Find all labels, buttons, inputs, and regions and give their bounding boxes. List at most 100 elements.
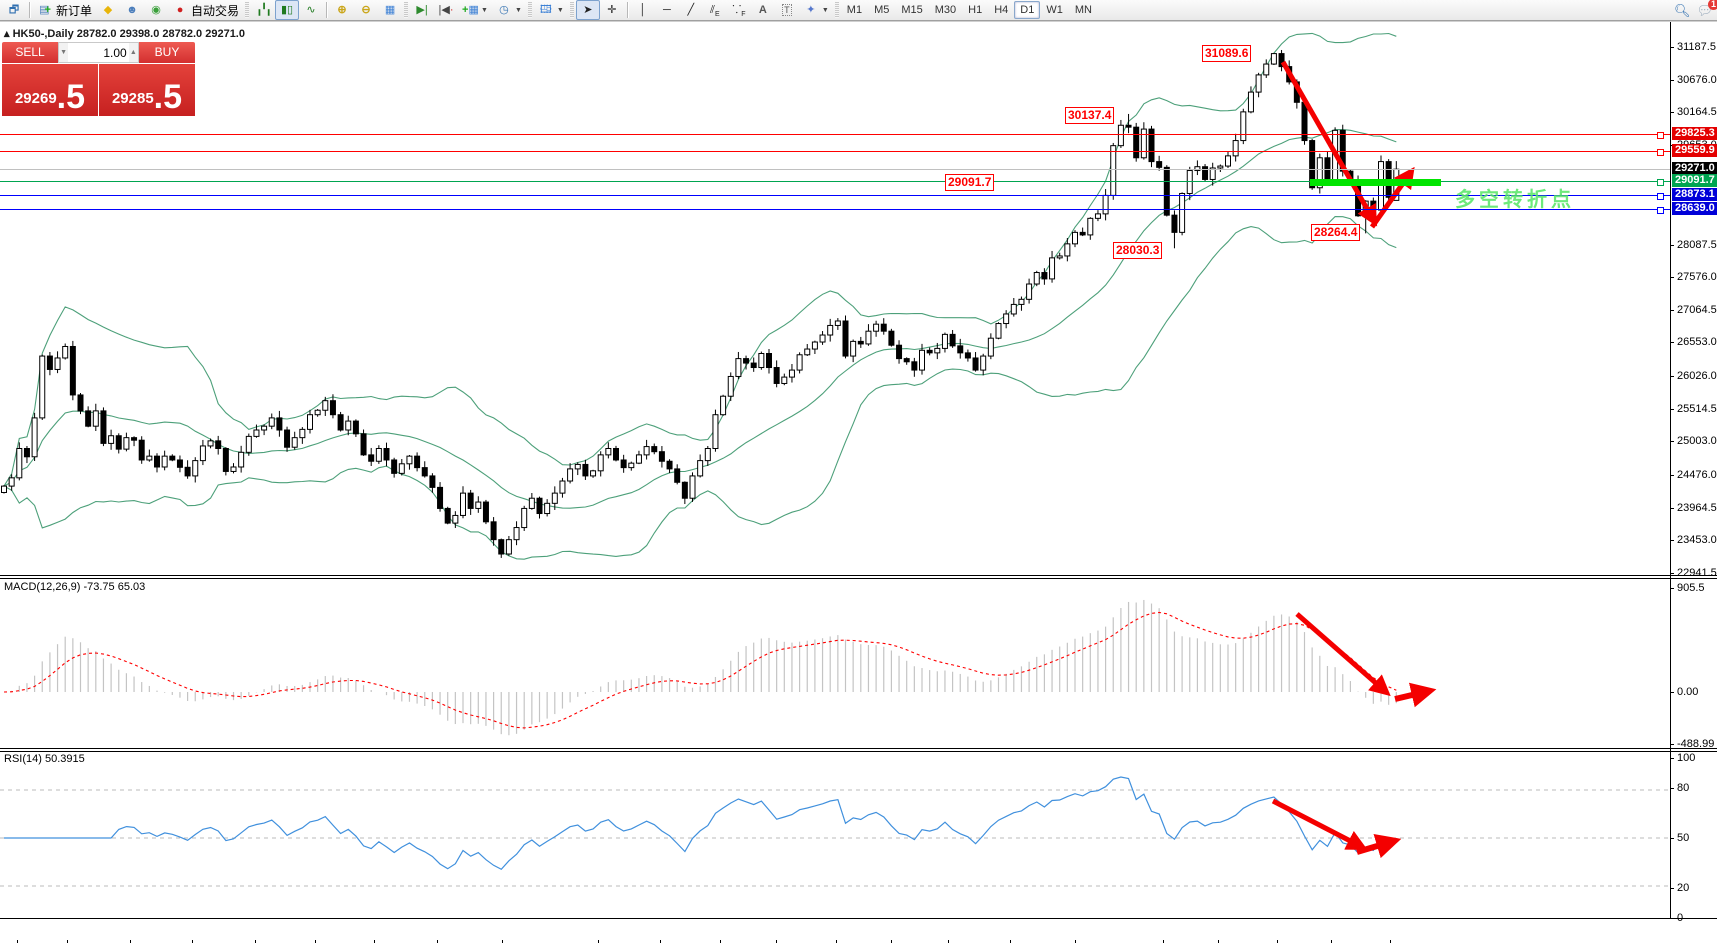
timeframe-h1-button[interactable]: H1: [968, 4, 983, 16]
bull-candle: [758, 353, 765, 369]
level-line-28873.1[interactable]: [0, 192, 1670, 200]
indicator-tick: [1670, 588, 1674, 589]
timeframe-w1-button[interactable]: W1: [1046, 4, 1063, 16]
bull-candle: [39, 355, 46, 419]
chart-shift-button[interactable]: |◀·: [434, 0, 458, 20]
auto-scroll-button[interactable]: ▶|: [410, 0, 434, 20]
toolbar-separator: [626, 2, 628, 18]
cn-annotation-text[interactable]: 多空转折点: [1455, 189, 1575, 211]
line-chart-button[interactable]: ∿: [299, 0, 323, 20]
search-icon[interactable]: 🔍︎: [1673, 2, 1691, 18]
level-line-29825.3[interactable]: [0, 131, 1670, 139]
bull-candle: [1049, 257, 1056, 280]
volume-input[interactable]: [68, 43, 129, 62]
bull-candle: [811, 341, 818, 350]
arrows-dropdown[interactable]: ✦ ▼: [799, 0, 833, 20]
price-annotation-28264.4[interactable]: 28264.4: [1311, 224, 1361, 241]
horizontal-line-button[interactable]: ─: [655, 0, 679, 20]
price-annotation-28030.3[interactable]: 28030.3: [1113, 242, 1163, 259]
chat-icon[interactable]: 💬︎ 1: [1696, 0, 1717, 19]
zoom-in-button[interactable]: ⊕: [330, 0, 354, 20]
indicators-dropdown[interactable]: +▦ ▼: [458, 0, 492, 20]
bull-candle: [268, 417, 275, 427]
bear-candle: [880, 323, 887, 332]
trendline-button[interactable]: ╱: [679, 0, 703, 20]
bull-candle: [314, 409, 321, 416]
bear-candle: [903, 358, 910, 363]
level-line-28639[interactable]: [0, 207, 1670, 215]
signals-button[interactable]: ◉: [144, 0, 168, 20]
red-arrow[interactable]: [1280, 60, 1378, 227]
bull-candle: [712, 414, 719, 449]
candlesticks: [1, 49, 1400, 558]
trend-arrows[interactable]: [1271, 60, 1437, 859]
price-chart-canvas[interactable]: [0, 22, 1717, 943]
text-label-button[interactable]: T: [775, 0, 799, 20]
periods-dropdown[interactable]: ◷ ▼: [492, 0, 526, 20]
line-handle[interactable]: [1657, 178, 1664, 186]
timeframe-mn-button[interactable]: MN: [1074, 4, 1092, 16]
buy-button[interactable]: BUY: [139, 42, 195, 63]
sell-button[interactable]: SELL: [2, 42, 58, 63]
date-tick: [836, 940, 837, 943]
new-chart-button[interactable]: 🗗: [2, 0, 26, 20]
volume-down-button[interactable]: ▼: [59, 43, 69, 62]
price-tick: [1670, 507, 1674, 509]
line-handle[interactable]: [1657, 131, 1664, 139]
zoom-out-button[interactable]: ⊖: [354, 0, 378, 20]
bear-candle: [536, 497, 543, 515]
red-arrow[interactable]: [1271, 798, 1368, 850]
line-handle[interactable]: [1657, 148, 1664, 156]
level-line-29271[interactable]: [0, 169, 1670, 171]
tile-windows-button[interactable]: ▦: [378, 0, 402, 20]
chart-window[interactable]: ▴ HK50-,Daily 28782.0 29398.0 28782.0 29…: [0, 22, 1717, 943]
indicators-icon: +▦: [462, 4, 479, 16]
timeframe-m15-button[interactable]: M15: [901, 4, 923, 16]
new-order-button[interactable]: ▤+ 新订单: [33, 0, 96, 20]
vertical-line-button[interactable]: │: [631, 0, 655, 20]
bear-candle: [651, 446, 658, 453]
fibonacci-button[interactable]: ⸪F: [727, 0, 751, 20]
timeframe-m1-button[interactable]: M1: [846, 4, 863, 16]
timeframe-h4-button[interactable]: H4: [994, 4, 1009, 16]
equidistant-channel-button[interactable]: ⫽E: [703, 0, 727, 20]
red-arrow[interactable]: [1295, 612, 1391, 697]
price-tick: [1670, 441, 1674, 443]
sell-price[interactable]: 29269.5: [2, 64, 98, 116]
volume-up-button[interactable]: ▲: [128, 43, 138, 62]
main-price-panel[interactable]: [1, 32, 1400, 560]
candlestick-chart-button[interactable]: ▮▯: [275, 0, 300, 20]
metaeditor-button[interactable]: ◆: [96, 0, 120, 20]
level-line-29559.9[interactable]: [0, 148, 1670, 156]
line-handle[interactable]: [1657, 192, 1664, 200]
bear-candle: [444, 507, 451, 524]
templates-dropdown[interactable]: 🖽 ▼: [534, 0, 568, 20]
cursor-button[interactable]: ➤: [575, 0, 600, 20]
rsi-panel[interactable]: [0, 776, 1670, 887]
level-line-29091.7[interactable]: [0, 178, 1670, 186]
bull-candle: [941, 333, 948, 349]
periods-icon: ◷: [499, 4, 509, 16]
timeframe-m30-button[interactable]: M30: [934, 4, 957, 16]
green-pivot-segment[interactable]: [1310, 179, 1441, 186]
autotrading-button[interactable]: ● 自动交易: [168, 0, 243, 20]
line-handle[interactable]: [1657, 207, 1664, 215]
profile-button[interactable]: ☻: [120, 0, 144, 20]
bar-chart-button[interactable]: ╻╹╻: [251, 0, 275, 20]
timeframe-d1-button[interactable]: D1: [1014, 1, 1041, 19]
buy-price[interactable]: 29285.5: [99, 64, 195, 116]
red-arrow[interactable]: [1356, 833, 1402, 859]
timeframe-m5-button[interactable]: M5: [874, 4, 890, 16]
price-annotation-29091.7[interactable]: 29091.7: [945, 174, 995, 191]
text-button[interactable]: A: [751, 0, 775, 20]
bull-candle: [528, 497, 535, 509]
crosshair-button[interactable]: ✛: [600, 0, 624, 20]
panel-separator[interactable]: [0, 748, 1717, 749]
date-tick: [1218, 940, 1219, 943]
macd-panel[interactable]: [3, 599, 1397, 736]
red-arrow[interactable]: [1394, 682, 1437, 708]
price-annotation-31089.6[interactable]: 31089.6: [1202, 45, 1252, 62]
price-annotation-30137.4[interactable]: 30137.4: [1065, 107, 1115, 124]
panel-separator[interactable]: [0, 575, 1717, 576]
